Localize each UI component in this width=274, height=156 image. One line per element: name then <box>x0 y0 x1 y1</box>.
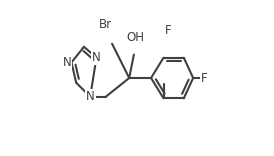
Text: N: N <box>92 51 101 64</box>
Text: N: N <box>63 56 72 69</box>
Text: N: N <box>86 90 95 103</box>
Text: F: F <box>165 24 172 37</box>
Text: OH: OH <box>126 31 144 44</box>
Text: F: F <box>201 71 208 85</box>
Text: Br: Br <box>99 18 112 31</box>
